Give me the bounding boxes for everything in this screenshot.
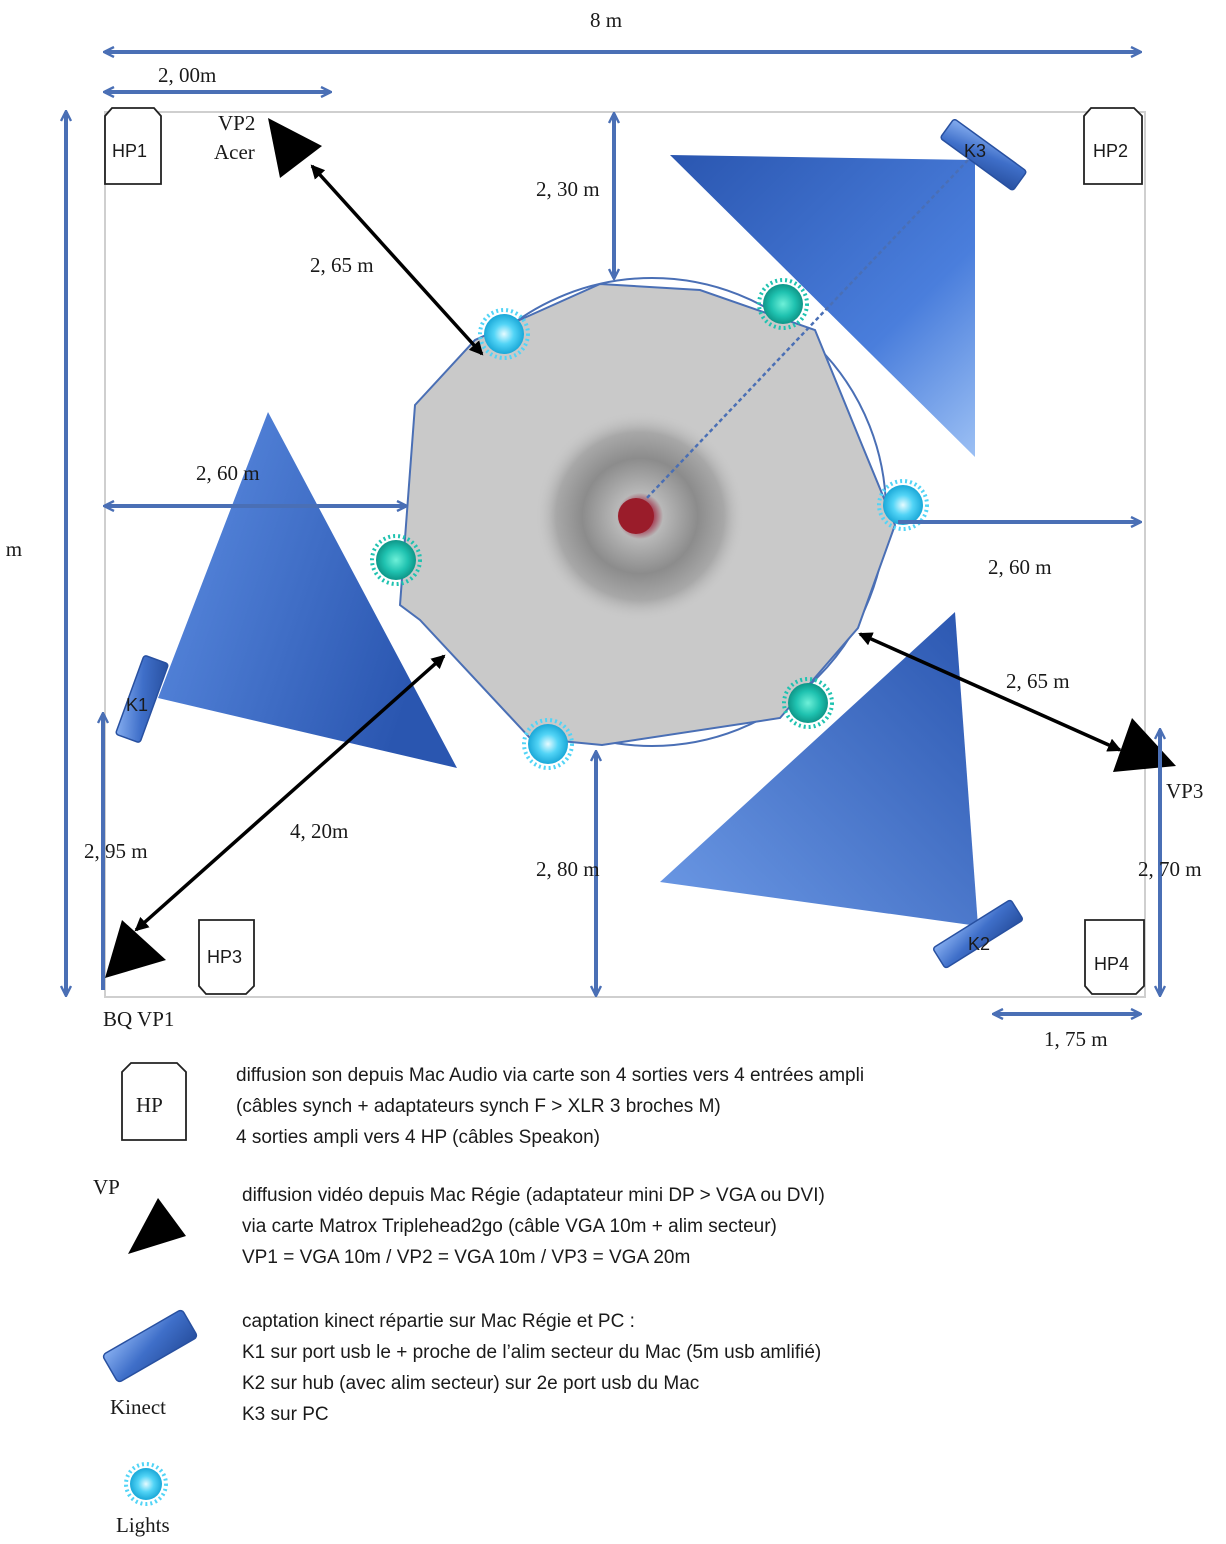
svg-text:K2: K2	[968, 934, 990, 954]
label-vp1: BQ VP1	[103, 1007, 174, 1031]
speaker-hp2: HP2	[1083, 107, 1143, 185]
legend-hp-line: diffusion son depuis Mac Audio via carte…	[236, 1065, 865, 1086]
dim-label-left-gap: 2, 60 m	[196, 461, 260, 485]
dim-label-vp2-center: 2, 30 m	[536, 177, 600, 201]
light-1	[478, 308, 530, 360]
legend-kinect-symbol: Kinect	[102, 1309, 198, 1419]
legend-vp-symbol: VP	[93, 1175, 186, 1254]
light-3	[877, 479, 929, 531]
legend-kinect-text: captation kinect répartie sur Mac Régie …	[242, 1306, 821, 1430]
svg-text:Kinect: Kinect	[110, 1395, 166, 1419]
legend-kinect-line: K1 sur port usb le + proche de l’alim se…	[242, 1342, 822, 1363]
legend-lights-symbol: Lights	[116, 1462, 170, 1537]
k3-view-line	[644, 159, 969, 501]
svg-text:HP3: HP3	[207, 947, 242, 967]
speaker-hp1: HP1	[104, 107, 162, 185]
projector-vp1	[105, 920, 166, 978]
legend-vp-line: via carte Matrox Triplehead2go (câble VG…	[242, 1216, 777, 1237]
legend-hp-line: (câbles synch + adaptateurs synch F > XL…	[236, 1096, 721, 1117]
light-5	[782, 677, 834, 729]
dim-label-top: 8 m	[590, 8, 622, 32]
label-vp3: VP3	[1166, 779, 1203, 803]
kinect-k3: K3	[940, 118, 1027, 191]
dim-label-vp3-height: 2, 70 m	[1138, 857, 1202, 881]
light-4	[370, 534, 422, 586]
legend-kinect-line: captation kinect répartie sur Mac Régie …	[242, 1311, 635, 1332]
dim-arrow-vp1-diag	[134, 654, 446, 932]
dim-arrow-vp2-diag	[310, 164, 484, 356]
legend-kinect-line: K2 sur hub (avec alim secteur) sur 2e po…	[242, 1373, 700, 1394]
kinect-k2: K2	[933, 899, 1023, 969]
svg-text:HP1: HP1	[112, 141, 147, 161]
dim-label-right-gap: 2, 60 m	[988, 555, 1052, 579]
legend-hp-symbol: HP	[121, 1062, 187, 1141]
dim-label-left: 8 m	[0, 537, 22, 561]
stage-center-point	[618, 498, 654, 534]
svg-text:K3: K3	[964, 141, 986, 161]
projector-vp2	[268, 118, 322, 178]
dim-label-bottom-gap: 2, 80 m	[536, 857, 600, 881]
dim-label-vp2-diag: 2, 65 m	[310, 253, 374, 277]
dim-label-bottom-right: 1, 75 m	[1044, 1027, 1108, 1051]
legend-hp-text: diffusion son depuis Mac Audio via carte…	[236, 1060, 864, 1153]
dim-label-vp1-diag: 4, 20m	[290, 819, 348, 843]
light-2	[757, 278, 809, 330]
kinect-zone-k3	[670, 155, 975, 457]
room-outline	[104, 111, 1146, 998]
legend-vp-line: diffusion vidéo depuis Mac Régie (adapta…	[242, 1185, 825, 1206]
dim-label-top-left: 2, 00m	[158, 63, 216, 87]
label-vp2: VP2	[218, 111, 255, 135]
label-vp2-acer: Acer	[214, 140, 255, 164]
kinect-k1: K1	[115, 655, 169, 743]
svg-text:HP4: HP4	[1094, 954, 1129, 974]
legend-vp-text: diffusion vidéo depuis Mac Régie (adapta…	[242, 1180, 825, 1273]
legend-vp-line: VP1 = VGA 10m / VP2 = VGA 10m / VP3 = VG…	[242, 1247, 691, 1268]
legend-kinect-line: K3 sur PC	[242, 1404, 329, 1425]
dim-label-k1-height: 2, 95 m	[84, 839, 148, 863]
light-6	[522, 718, 574, 770]
speaker-hp3: HP3	[198, 919, 255, 995]
legend-hp-line: 4 sorties ampli vers 4 HP (câbles Speako…	[236, 1127, 600, 1148]
speaker-hp4: HP4	[1084, 919, 1145, 995]
svg-text:HP: HP	[136, 1093, 163, 1117]
svg-text:VP: VP	[93, 1175, 120, 1199]
svg-text:HP2: HP2	[1093, 141, 1128, 161]
svg-text:Lights: Lights	[116, 1513, 170, 1537]
dim-arrow-vp3-diag	[858, 632, 1122, 752]
dim-label-vp3-diag: 2, 65 m	[1006, 669, 1070, 693]
svg-text:K1: K1	[126, 695, 148, 715]
